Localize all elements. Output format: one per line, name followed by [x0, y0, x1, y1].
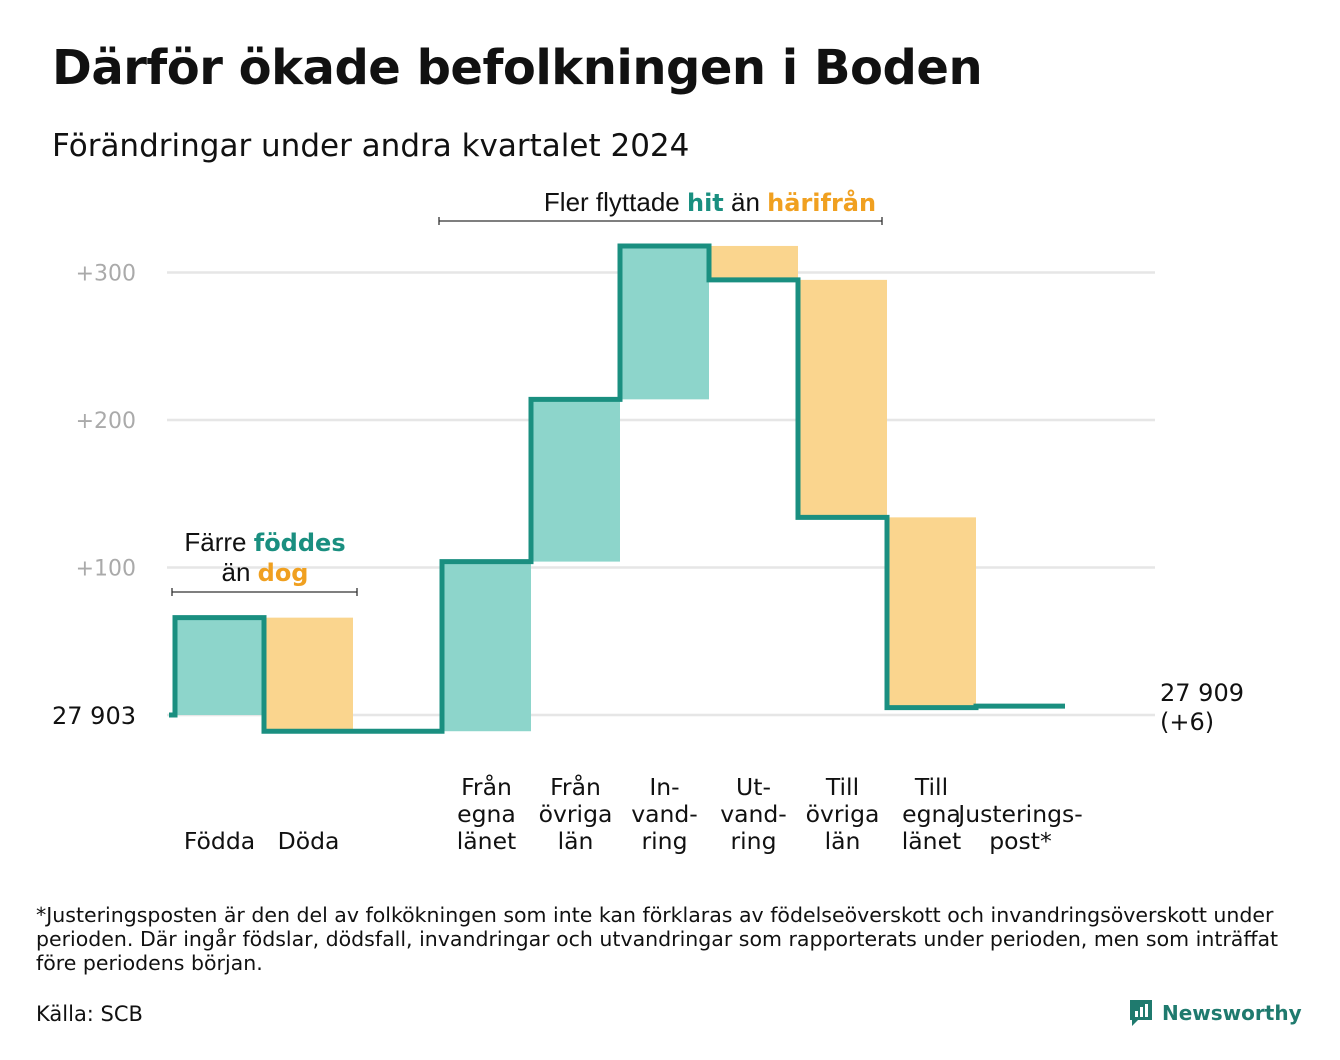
- x-category-label: Från: [461, 773, 512, 801]
- x-category-label: ring: [730, 827, 776, 855]
- x-category-label: ring: [641, 827, 687, 855]
- footnote: *Justeringsposten är den del av folkökni…: [36, 903, 1279, 975]
- x-category-label: vand-: [720, 800, 787, 828]
- end-value-label: (+6): [1160, 708, 1214, 736]
- x-category-label: Justerings-: [956, 800, 1082, 828]
- x-category-label: vand-: [631, 800, 698, 828]
- bars: [175, 245, 976, 732]
- migration-annotation-away: härifrån: [767, 189, 877, 217]
- y-tick-label: +300: [76, 262, 136, 287]
- newsworthy-logo-icon: [1130, 1000, 1152, 1026]
- end-value-label: 27 909: [1160, 679, 1244, 707]
- brand-name: Newsworthy: [1162, 1001, 1302, 1025]
- x-category-label: Från: [550, 773, 601, 801]
- bar-increase: [175, 617, 264, 715]
- brand-logo: Newsworthy: [1128, 998, 1302, 1028]
- x-category-label: Till: [914, 773, 948, 801]
- x-category-label: län: [825, 827, 861, 855]
- bar-increase: [620, 245, 709, 400]
- x-category-label: egna: [902, 800, 961, 828]
- migration-annotation: Fler flyttade hit än härifrån: [440, 188, 980, 218]
- waterfall-step-line: [169, 243, 1065, 734]
- brackets: [171, 217, 883, 596]
- births-annotation: Färre föddes än dog: [160, 528, 370, 588]
- step-line: [169, 243, 1065, 734]
- bar-decrease: [887, 517, 976, 708]
- migration-annotation-mid: än: [731, 187, 760, 217]
- x-category-label: In-: [649, 773, 679, 801]
- x-category-label: länet: [457, 827, 517, 855]
- bar-decrease: [709, 245, 798, 280]
- y-tick-label: +200: [76, 409, 136, 434]
- births-annotation-hit: föddes: [253, 529, 346, 557]
- chart-subtitle: Förändringar under andra kvartalet 2024: [52, 128, 690, 164]
- bar-increase: [531, 399, 620, 562]
- migration-annotation-pre: Fler flyttade: [543, 187, 680, 217]
- bar-increase: [442, 561, 531, 732]
- start-value-label: 27 903: [52, 702, 136, 730]
- births-annotation-pre: Färre: [184, 527, 247, 557]
- x-category-label: län: [558, 827, 594, 855]
- chart-title: Därför ökade befolkningen i Boden: [52, 40, 983, 96]
- x-category-label: egna: [457, 800, 516, 828]
- births-annotation-mid: än: [221, 557, 251, 587]
- x-category-label: övriga: [539, 800, 613, 828]
- x-category-label: länet: [902, 827, 962, 855]
- x-category-label: Födda: [184, 827, 255, 855]
- source-label: Källa: SCB: [36, 1002, 143, 1026]
- y-tick-label: +100: [76, 557, 136, 582]
- x-category-label: Till: [825, 773, 859, 801]
- x-category-label: Ut-: [736, 773, 771, 801]
- x-category-label: övriga: [806, 800, 880, 828]
- bar-decrease: [798, 279, 887, 518]
- births-annotation-away: dog: [257, 559, 309, 587]
- migration-annotation-hit: hit: [686, 189, 724, 217]
- x-category-label: post*: [989, 827, 1052, 855]
- x-category-label: Döda: [278, 827, 340, 855]
- bar-decrease: [264, 617, 353, 732]
